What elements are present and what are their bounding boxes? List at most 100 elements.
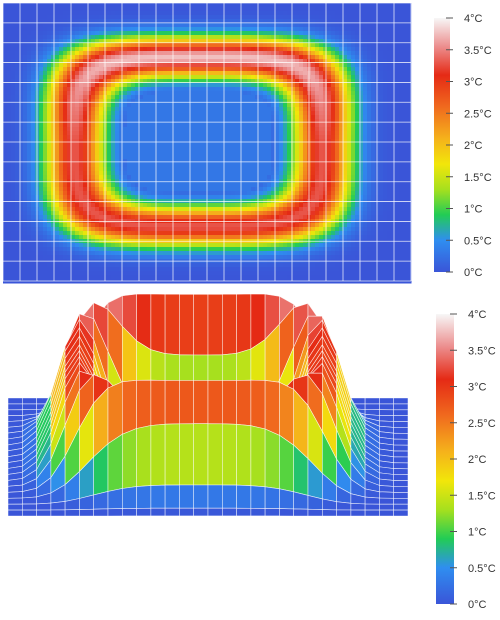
heatmap-cell (367, 111, 372, 116)
heatmap-cell (95, 55, 100, 60)
heatmap-cell (191, 135, 196, 140)
heatmap-cell (319, 115, 324, 120)
heatmap-cell (55, 11, 60, 16)
heatmap-cell (403, 175, 408, 180)
heatmap-cell (51, 111, 56, 116)
heatmap-cell (7, 107, 12, 112)
heatmap-cell (219, 87, 224, 92)
heatmap-cell (323, 151, 328, 156)
heatmap-cell (311, 111, 316, 116)
heatmap-cell (299, 171, 304, 176)
heatmap-cell (187, 55, 192, 60)
heatmap-cell (91, 91, 96, 96)
heatmap-cell (11, 27, 16, 32)
heatmap-cell (315, 183, 320, 188)
heatmap-cell (271, 47, 276, 52)
heatmap-cell (111, 187, 116, 192)
heatmap-cell (7, 99, 12, 104)
heatmap-cell (83, 143, 88, 148)
heatmap-cell (391, 15, 396, 20)
heatmap-cell (107, 107, 112, 112)
heatmap-cell (131, 83, 136, 88)
heatmap-cell (395, 75, 400, 80)
heatmap-cell (203, 11, 208, 16)
heatmap-cell (327, 159, 332, 164)
heatmap-cell (367, 151, 372, 156)
heatmap-cell (255, 107, 260, 112)
heatmap-cell (267, 47, 272, 52)
heatmap-cell (387, 15, 392, 20)
heatmap-cell (191, 115, 196, 120)
heatmap-cell (63, 11, 68, 16)
heatmap-cell (295, 143, 300, 148)
heatmap-cell (95, 75, 100, 80)
heatmap-cell (263, 179, 268, 184)
heatmap-cell (203, 79, 208, 84)
heatmap-cell (187, 7, 192, 12)
heatmap-cell (75, 143, 80, 148)
heatmap-cell (243, 175, 248, 180)
heatmap-cell (107, 47, 112, 52)
heatmap-cell (47, 47, 52, 52)
heatmap-cell (191, 67, 196, 72)
heatmap-cell (163, 19, 168, 24)
heatmap-cell (323, 115, 328, 120)
heatmap-cell (339, 159, 344, 164)
heatmap-cell (59, 175, 64, 180)
heatmap-cell (151, 123, 156, 128)
heatmap-cell (295, 15, 300, 20)
heatmap-cell (223, 31, 228, 36)
heatmap-cell (119, 183, 124, 188)
heatmap-cell (79, 23, 84, 28)
heatmap-cell (107, 155, 112, 160)
heatmap-cell (87, 115, 92, 120)
heatmap-cell (195, 187, 200, 192)
heatmap-cell (99, 43, 104, 48)
heatmap-cell (195, 115, 200, 120)
heatmap-cell (407, 79, 412, 84)
heatmap-cell (59, 63, 64, 68)
heatmap-cell (295, 87, 300, 92)
heatmap-cell (407, 151, 412, 156)
heatmap-cell (11, 107, 16, 112)
heatmap-cell (51, 123, 56, 128)
heatmap-cell (291, 11, 296, 16)
heatmap-cell (223, 19, 228, 24)
heatmap-cell (99, 195, 104, 200)
heatmap-cell (319, 139, 324, 144)
heatmap-cell (383, 79, 388, 84)
heatmap-cell (7, 11, 12, 16)
heatmap-cell (135, 131, 140, 136)
heatmap-cell (279, 75, 284, 80)
heatmap-cell (199, 159, 204, 164)
heatmap-cell (227, 159, 232, 164)
heatmap-cell (63, 7, 68, 12)
heatmap-cell (3, 51, 8, 56)
heatmap-cell (51, 107, 56, 112)
heatmap-cell (379, 163, 384, 168)
heatmap-cell (219, 135, 224, 140)
heatmap-cell (271, 19, 276, 24)
heatmap-cell (163, 79, 168, 84)
heatmap-cell (351, 31, 356, 36)
heatmap-cell (111, 23, 116, 28)
heatmap-cell (251, 151, 256, 156)
heatmap-cell (51, 63, 56, 68)
heatmap-cell (7, 183, 12, 188)
heatmap-cell (395, 11, 400, 16)
heatmap-cell (131, 131, 136, 136)
heatmap-cell (335, 15, 340, 20)
heatmap-cell (291, 111, 296, 116)
heatmap-cell (3, 111, 8, 116)
heatmap-cell (119, 11, 124, 16)
heatmap-cell (355, 107, 360, 112)
heatmap-cell (351, 99, 356, 104)
heatmap-cell (247, 147, 252, 152)
heatmap-cell (167, 39, 172, 44)
heatmap-cell (87, 83, 92, 88)
heatmap-cell (75, 83, 80, 88)
heatmap-cell (19, 151, 24, 156)
heatmap-cell (275, 171, 280, 176)
heatmap-cell (19, 139, 24, 144)
heatmap-cell (347, 35, 352, 40)
